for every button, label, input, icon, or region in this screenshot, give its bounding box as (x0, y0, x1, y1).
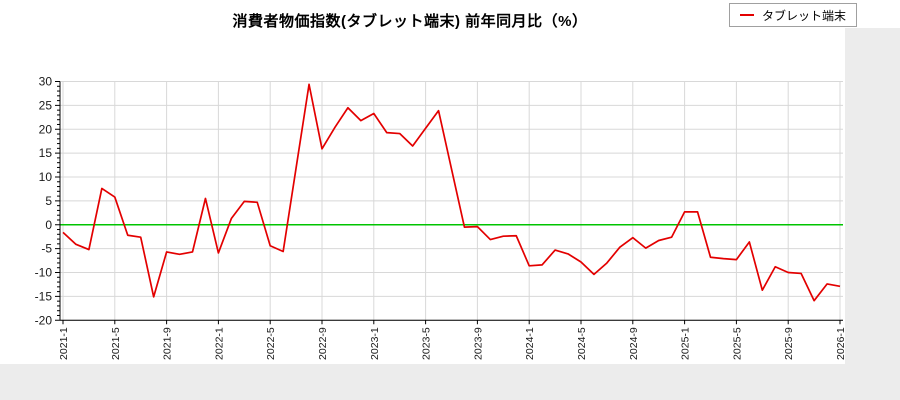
page-title: 消費者物価指数(タブレット端末) 前年同月比（%） (232, 13, 588, 30)
legend-series-label: タブレット端末 (761, 8, 846, 23)
y-tick-label: 0 (45, 218, 52, 232)
series-line-タブレット端末 (62, 83, 841, 302)
y-tick-label: -5 (41, 242, 52, 256)
y-tick-label: -20 (35, 313, 53, 327)
x-tick-label: 2024-1 (524, 327, 536, 360)
x-tick-label: 2025-1 (680, 327, 692, 360)
x-tick-label: 2025-9 (783, 327, 795, 360)
x-tick-label: 2023-1 (369, 327, 381, 360)
y-tick-label: -15 (35, 289, 53, 303)
legend-box: タブレット端末 (728, 3, 857, 27)
y-tick-label: 25 (39, 98, 53, 112)
y-tick-label: 10 (39, 170, 53, 184)
x-tick-label: 2022-1 (213, 327, 225, 360)
x-tick-label: 2023-5 (421, 327, 433, 360)
x-tick-label: 2021-9 (162, 327, 174, 360)
x-tick-label: 2026-1 (835, 327, 847, 360)
y-tick-label: 30 (39, 75, 53, 89)
right-margin (845, 28, 900, 400)
x-tick-label: 2024-9 (628, 327, 640, 360)
x-tick-label: 2023-9 (472, 327, 484, 360)
y-tick-label: 15 (39, 146, 53, 160)
x-tick-label: 2021-1 (58, 327, 70, 360)
x-tick-label: 2021-5 (110, 327, 122, 360)
x-tick-label: 2024-5 (576, 327, 588, 360)
y-tick-label: 20 (39, 122, 53, 136)
x-tick-label: 2022-5 (265, 327, 277, 360)
x-tick-label: 2022-9 (317, 327, 329, 360)
bottom-margin (0, 364, 900, 400)
x-tick-label: 2025-5 (731, 327, 743, 360)
y-tick-label: -10 (35, 266, 53, 280)
y-tick-label: 5 (45, 194, 52, 208)
legend-line-swatch (739, 14, 754, 16)
